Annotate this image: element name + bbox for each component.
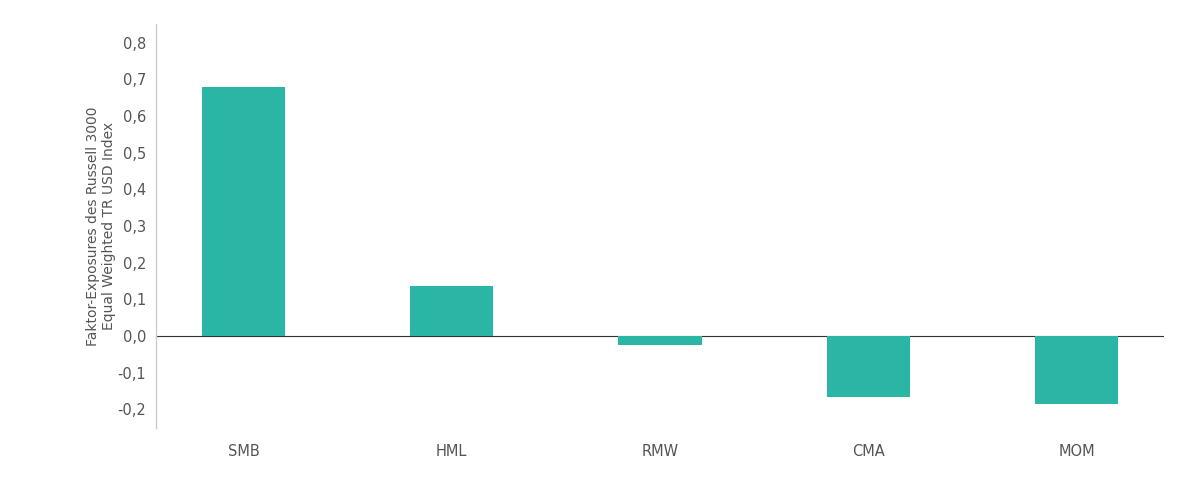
Y-axis label: Faktor-Exposures des Russell 3000
Equal Weighted TR USD Index: Faktor-Exposures des Russell 3000 Equal … <box>85 106 116 346</box>
Bar <box>618 336 702 345</box>
Bar <box>827 336 910 397</box>
Bar <box>202 87 286 336</box>
Bar <box>410 287 493 336</box>
Bar <box>1034 336 1118 404</box>
